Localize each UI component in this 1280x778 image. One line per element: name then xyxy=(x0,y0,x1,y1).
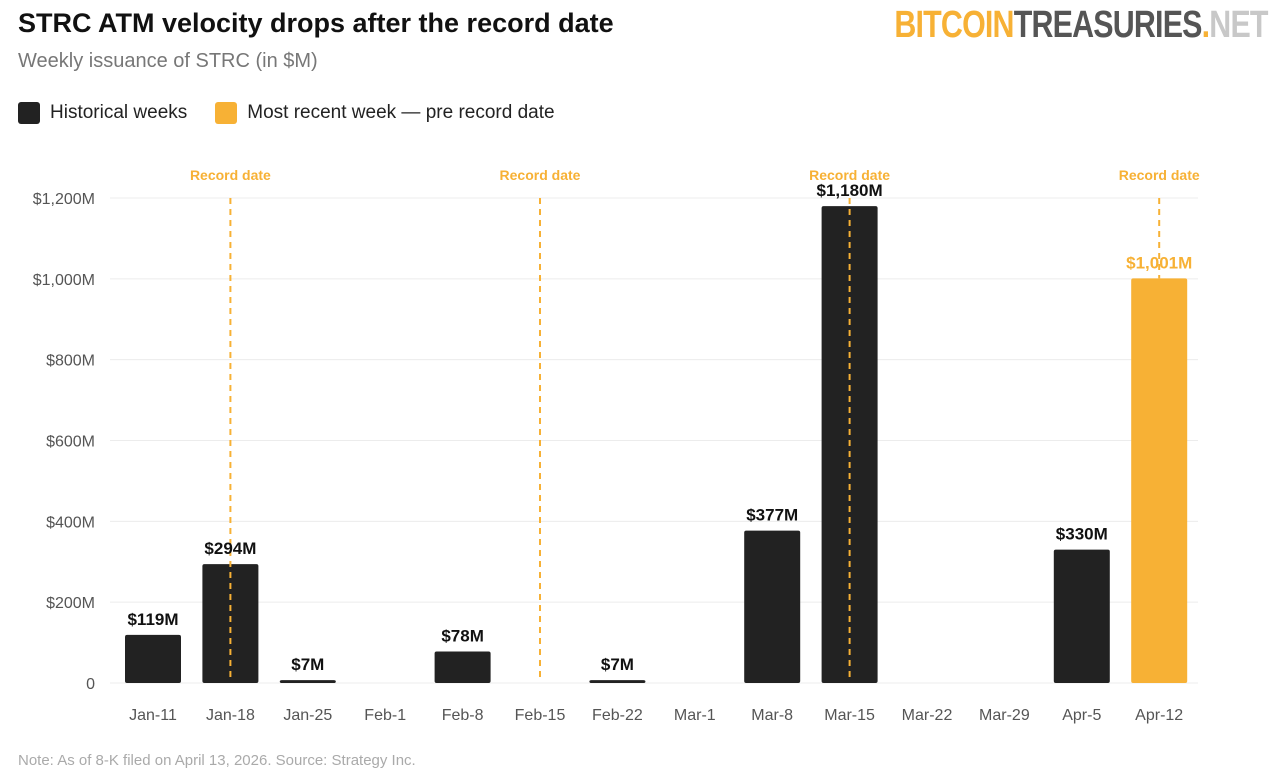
bar-Feb-22 xyxy=(589,680,646,683)
data-label: $7M xyxy=(291,655,324,674)
logo-part: TREASURIES xyxy=(1014,4,1203,46)
legend-item-recent: Most recent week — pre record date xyxy=(215,102,555,124)
logo-part: NET xyxy=(1209,4,1269,46)
legend-item-historical: Historical weeks xyxy=(18,102,187,124)
data-label: $7M xyxy=(601,655,634,674)
record-date-label: Record date xyxy=(190,167,271,183)
x-tick-label: Jan-25 xyxy=(283,707,332,724)
x-tick-label: Jan-18 xyxy=(206,707,255,724)
legend-swatch xyxy=(18,102,40,124)
source-note: Note: As of 8-K filed on April 13, 2026.… xyxy=(18,752,416,769)
y-tick-label: $200M xyxy=(46,595,95,612)
data-label: $1,001M xyxy=(1126,253,1192,272)
y-tick-label: $1,000M xyxy=(33,272,95,289)
x-tick-label: Jan-11 xyxy=(129,707,177,724)
record-date-label: Record date xyxy=(809,167,890,183)
x-tick-label: Mar-8 xyxy=(751,707,793,724)
data-label: $377M xyxy=(746,506,798,525)
chart-title: STRC ATM velocity drops after the record… xyxy=(18,8,614,38)
x-tick-label: Mar-22 xyxy=(902,707,953,724)
bar-Apr-5 xyxy=(1053,549,1110,683)
y-tick-label: 0 xyxy=(86,676,95,693)
x-tick-label: Feb-22 xyxy=(592,707,643,724)
y-tick-label: $400M xyxy=(46,514,95,531)
legend-label: Historical weeks xyxy=(50,102,188,123)
bar-Jan-25 xyxy=(279,680,336,683)
x-tick-label: Apr-12 xyxy=(1135,707,1183,724)
bar-Jan-11 xyxy=(125,634,181,683)
logo-part: BITCOIN xyxy=(894,4,1015,46)
x-tick-label: Feb-8 xyxy=(442,707,484,724)
bar-Feb-8 xyxy=(434,651,491,683)
x-tick-label: Mar-29 xyxy=(979,707,1030,724)
data-label: $294M xyxy=(204,539,256,558)
x-tick-label: Mar-15 xyxy=(824,707,875,724)
data-label: $1,180M xyxy=(817,181,883,200)
y-tick-label: $1,200M xyxy=(33,191,95,208)
record-date-label: Record date xyxy=(500,167,581,183)
x-tick-label: Mar-1 xyxy=(674,707,716,724)
bar-Jan-18 xyxy=(202,564,259,683)
record-date-label: Record date xyxy=(1119,167,1200,183)
y-tick-label: $800M xyxy=(46,353,95,370)
x-tick-label: Feb-1 xyxy=(364,707,406,724)
data-label: $78M xyxy=(441,626,484,645)
bar-Mar-8 xyxy=(744,530,801,683)
x-tick-label: Apr-5 xyxy=(1062,707,1101,724)
logo-part: . xyxy=(1201,4,1210,46)
legend-label: Most recent week — pre record date xyxy=(247,102,555,123)
data-label: $119M xyxy=(127,610,178,629)
legend-swatch xyxy=(215,102,238,124)
y-tick-label: $600M xyxy=(46,434,95,451)
bitcointreasuries-logo: BITCOINTREASURIES.NET xyxy=(894,4,1269,47)
bar-Apr-12 xyxy=(1131,278,1188,683)
legend: Historical weeks Most recent week — pre … xyxy=(18,102,555,124)
x-tick-label: Feb-15 xyxy=(515,707,566,724)
chart-subtitle: Weekly issuance of STRC (in $M) xyxy=(18,50,318,72)
data-label: $330M xyxy=(1056,525,1108,544)
